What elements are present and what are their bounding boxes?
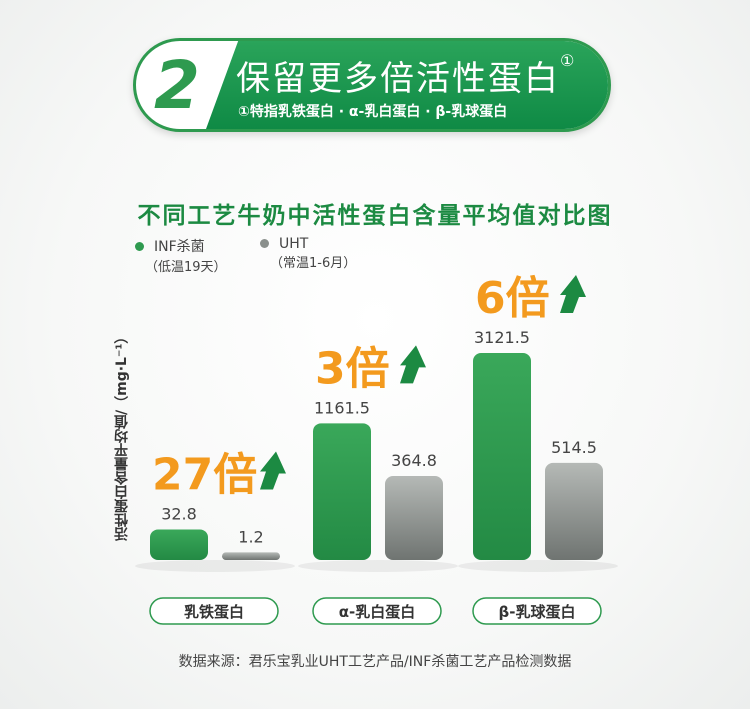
legend-dot-uht [260,239,269,248]
up-arrow-icon [400,345,426,384]
banner-note: ①特指乳铁蛋白 · α-乳白蛋白 · β-乳球蛋白 [238,104,508,120]
multiplier-label: 6倍 [475,273,550,324]
legend-sub: （低温19天） [145,260,227,275]
data-label: 1161.5 [314,398,370,417]
multiplier-label: 3倍 [315,343,390,394]
data-label: 3121.5 [474,328,530,347]
legend-inf: INF杀菌 （低温19天） [135,236,227,275]
category-pill [472,597,602,625]
bar-shadow [458,560,618,572]
category-label: α-乳白蛋白 [339,603,416,621]
bar-uht [222,552,280,560]
section-banner: 2 保留更多倍活性蛋白① ①特指乳铁蛋白 · α-乳白蛋白 · β-乳球蛋白 [133,38,611,132]
legend-dot-inf [135,242,144,251]
chart-title: 不同工艺牛奶中活性蛋白含量平均值对比图 [137,203,613,229]
up-arrow-icon [560,275,586,313]
bar-inf [473,353,531,560]
data-label: 1.2 [238,527,263,546]
data-label: 32.8 [161,504,197,523]
bar-shadow [135,560,295,572]
banner-green-panel [206,41,608,129]
category-label: 乳铁蛋白 [184,603,244,621]
up-arrow-icon [260,451,286,490]
bar-inf [313,423,371,560]
category-pill [149,597,279,625]
legend-label: INF杀菌 [154,239,205,255]
multiplier-label: 27倍 [152,449,257,500]
category-pill [312,597,442,625]
banner-title-text: 保留更多倍活性蛋白 [236,59,560,99]
banner-title: 保留更多倍活性蛋白① [236,51,576,100]
legend-sub: （常温1-6月） [270,256,357,271]
section-number: 2 [154,47,200,124]
bar-uht [545,462,603,560]
footnote-mark: ① [560,51,577,70]
bar-inf [150,529,208,560]
category-label: β-乳球蛋白 [499,603,576,621]
data-label: 364.8 [391,451,437,470]
bar-shadow [298,560,458,572]
legend-uht: UHT （常温1-6月） [260,236,356,271]
legend-label: UHT [279,236,309,252]
bar-uht [385,475,443,560]
data-label: 514.5 [551,438,597,457]
data-source: 数据来源：君乐宝乳业UHT工艺产品/INF杀菌工艺产品检测数据 [178,654,572,670]
